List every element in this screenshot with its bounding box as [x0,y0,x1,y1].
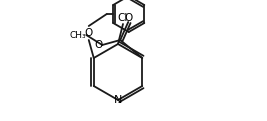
Text: N: N [114,95,122,105]
Text: CH₃: CH₃ [70,30,87,39]
Text: O: O [85,28,93,38]
Text: O: O [94,40,102,50]
Text: Cl: Cl [118,13,128,23]
Text: O: O [124,13,132,23]
